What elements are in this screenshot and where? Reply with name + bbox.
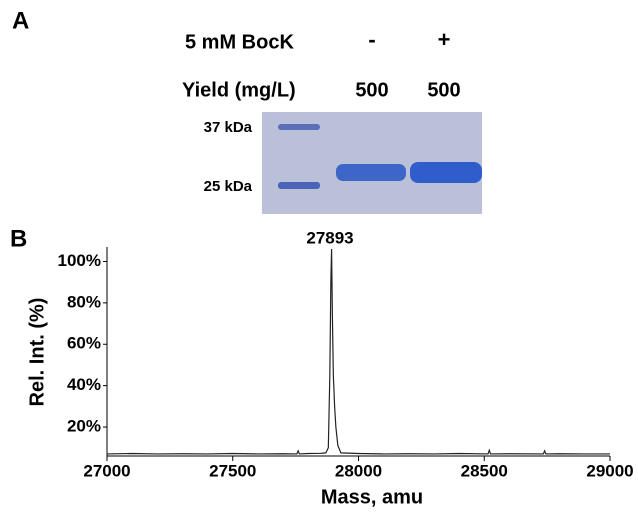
y-tick-label: 60%	[67, 334, 101, 353]
condition: +	[438, 27, 451, 52]
y-tick-label: 20%	[67, 417, 101, 436]
x-tick-label: 27000	[83, 461, 130, 480]
peak-label: 27893	[306, 228, 353, 247]
figure: A 5 mM BocK - + Yield (mg/L) 500 500 37 …	[0, 0, 638, 514]
y-tick-label: 100%	[58, 251, 101, 270]
condition: -	[368, 27, 375, 52]
y-tick-label: 80%	[67, 292, 101, 311]
ladder-band	[278, 124, 320, 130]
yield-label: Yield (mg/L)	[182, 79, 296, 101]
y-tick-label: 40%	[67, 375, 101, 394]
protein-band	[410, 162, 482, 183]
spectrum-line	[107, 249, 610, 454]
yield: 500	[355, 79, 388, 101]
x-tick-label: 28500	[461, 461, 508, 480]
ladder-band	[278, 182, 320, 189]
x-tick-label: 28000	[335, 461, 382, 480]
yield: 500	[427, 79, 460, 101]
panel-label: B	[10, 225, 27, 252]
x-axis-label: Mass, amu	[321, 486, 423, 508]
condition-label: 5 mM BocK	[185, 31, 294, 53]
panel-label: A	[12, 7, 29, 34]
marker-label: 37 kDa	[204, 119, 253, 136]
marker-label: 25 kDa	[204, 178, 253, 195]
y-axis-label: Rel. Int. (%)	[26, 298, 48, 407]
x-tick-label: 29000	[586, 461, 633, 480]
protein-band	[336, 164, 406, 181]
x-tick-label: 27500	[209, 461, 256, 480]
